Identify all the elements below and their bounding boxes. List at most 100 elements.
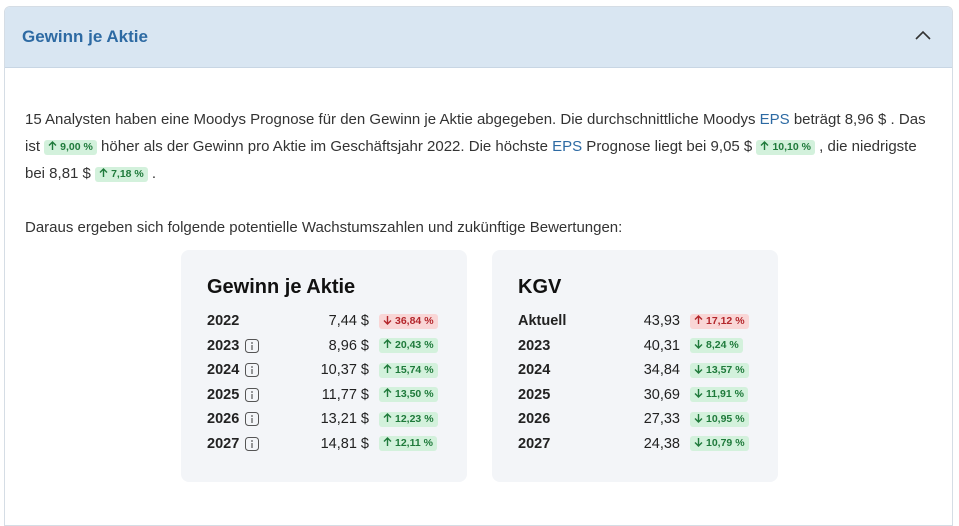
arrow-up — [760, 141, 769, 150]
text: Prognose liegt bei 9,05 $ — [582, 138, 757, 155]
text: beträgt 8,96 $ . Das ist — [25, 111, 926, 155]
change-badge: 13,57 % — [690, 362, 749, 378]
arrow-down — [694, 340, 703, 350]
row-value: 40,31 — [643, 337, 680, 354]
change-badge: 10,10 % — [756, 140, 815, 155]
panel: Gewinn je Aktie 15 Analysten haben eine … — [4, 6, 953, 526]
label-text: 2024 — [207, 362, 240, 379]
arrow-up — [383, 388, 392, 398]
change-badge: 13,50 % — [379, 387, 438, 403]
row: 2023 8,96 $ 20,43 % — [207, 334, 467, 359]
row-value: 11,77 $ — [321, 386, 369, 403]
badge-text: 36,84 % — [395, 314, 434, 327]
change-badge: 12,11 % — [379, 436, 437, 452]
label-text: 2024 — [518, 362, 551, 379]
row: 2027 24,38 10,79 % — [518, 432, 778, 457]
row: 2022 7,44 $ 36,84 % — [207, 309, 467, 334]
badge-text: 9,00 % — [60, 141, 93, 153]
change-badge: 10,79 % — [690, 436, 749, 452]
label-text: 2022 — [207, 313, 240, 330]
arrow-up — [48, 141, 57, 150]
row: 2023 40,31 8,24 % — [518, 334, 778, 359]
row-label: 2024 — [518, 362, 578, 378]
label-text: 2027 — [207, 435, 240, 452]
row-label: 2025 — [207, 387, 267, 403]
row-value: 27,33 — [643, 411, 680, 428]
change-badge: 7,18 % — [95, 167, 148, 182]
paragraph: 15 Analysten haben eine Moodys Prognose … — [25, 106, 930, 187]
arrow-up — [383, 363, 392, 373]
row: 2025 11,77 $ 13,50 % — [207, 383, 467, 408]
row: 2025 30,69 11,91 % — [518, 383, 778, 408]
page: Gewinn je Aktie 15 Analysten haben eine … — [4, 6, 953, 526]
arrow-down — [383, 315, 392, 325]
arrow-down — [694, 364, 703, 374]
change-badge: 20,43 % — [379, 338, 438, 354]
text: 15 Analysten haben eine Moodys Prognose … — [25, 111, 760, 128]
badge-text: 11,91 % — [706, 388, 744, 401]
card-title: KGV — [518, 276, 562, 298]
row: 2027 14,81 $ 12,11 % — [207, 432, 467, 457]
badge-text: 8,24 % — [706, 339, 739, 352]
label-text: 2023 — [518, 337, 551, 354]
info-icon[interactable] — [245, 412, 260, 427]
row-label: 2027 — [518, 436, 578, 452]
label-text: 2027 — [518, 435, 551, 452]
badge-text: 10,79 % — [706, 437, 745, 450]
label-text: Aktuell — [518, 313, 567, 330]
card-title: Gewinn je Aktie — [207, 276, 356, 298]
badge-text: 10,95 % — [706, 412, 745, 425]
arrow-up — [383, 339, 392, 349]
change-badge: 10,95 % — [690, 411, 749, 427]
arrow-down — [694, 389, 703, 399]
row-label: Aktuell — [518, 313, 578, 329]
row-label: 2022 — [207, 313, 267, 329]
row-label: 2023 — [207, 338, 267, 354]
arrow-up — [99, 168, 108, 177]
row-value: 24,38 — [643, 435, 680, 452]
text: , die niedrigste bei 8,81 $ — [25, 138, 917, 182]
panel-body: 15 Analysten haben eine Moodys Prognose … — [5, 68, 952, 241]
change-badge: 8,24 % — [690, 338, 743, 354]
badge-text: 13,57 % — [706, 363, 745, 376]
panel-header[interactable]: Gewinn je Aktie — [5, 7, 952, 68]
change-badge: 17,12 % — [690, 313, 749, 329]
row: 2026 27,33 10,95 % — [518, 407, 778, 432]
badge-text: 7,18 % — [111, 168, 144, 180]
label-text: 2026 — [207, 411, 240, 428]
link[interactable]: EPS — [759, 111, 790, 128]
row-value: 34,84 — [643, 362, 680, 379]
info-icon[interactable] — [245, 363, 260, 378]
badge-text: 12,11 % — [395, 437, 433, 450]
label-text: 2026 — [518, 411, 551, 428]
change-badge: 15,74 % — [379, 362, 438, 378]
change-badge: 11,91 % — [690, 387, 748, 403]
change-badge: 12,23 % — [379, 411, 438, 427]
row: 2024 10,37 $ 15,74 % — [207, 358, 467, 383]
label-text: 2025 — [207, 386, 240, 403]
row-value: 8,96 $ — [328, 337, 369, 354]
link[interactable]: EPS — [552, 138, 583, 155]
change-badge: 9,00 % — [44, 140, 97, 155]
row-label: 2024 — [207, 362, 267, 378]
info-icon[interactable] — [245, 387, 260, 402]
arrow-up — [383, 412, 392, 422]
row-value: 7,44 $ — [328, 313, 369, 330]
card: KGV Aktuell 43,93 17,12 % 2023 40,31 8,24 % 202… — [492, 250, 778, 482]
info-icon[interactable] — [245, 436, 260, 451]
row: 2026 13,21 $ 12,23 % — [207, 407, 467, 432]
change-badge: 36,84 % — [379, 313, 438, 329]
info-icon[interactable] — [245, 338, 260, 353]
label-text: 2025 — [518, 386, 551, 403]
text: Daraus ergeben sich folgende potentielle… — [25, 219, 623, 236]
card: Gewinn je Aktie 2022 7,44 $ 36,84 % 2023 8,96… — [181, 250, 467, 482]
label-text: 2023 — [207, 337, 240, 354]
arrow-up — [383, 437, 392, 447]
row-label: 2027 — [207, 436, 267, 452]
badge-text: 17,12 % — [706, 314, 745, 327]
row-label: 2026 — [207, 411, 267, 427]
row-value: 10,37 $ — [320, 362, 369, 379]
row-value: 14,81 $ — [320, 435, 369, 452]
row-label: 2023 — [518, 338, 578, 354]
collapse-chevron[interactable] — [914, 29, 932, 41]
